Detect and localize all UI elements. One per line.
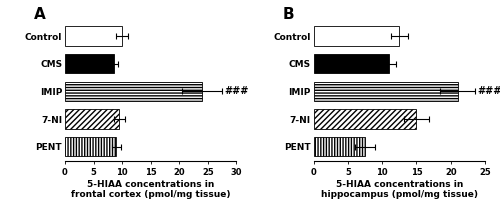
Bar <box>314 54 389 73</box>
Text: B: B <box>282 7 294 22</box>
Bar <box>314 82 458 101</box>
Text: ###: ### <box>224 87 249 96</box>
Bar <box>65 54 114 73</box>
Text: A: A <box>34 7 46 22</box>
Bar <box>314 109 416 129</box>
Bar <box>65 137 116 156</box>
X-axis label: 5-HIAA concentrations in
hippocampus (pmol/mg tissue): 5-HIAA concentrations in hippocampus (pm… <box>321 180 478 199</box>
Bar <box>65 82 202 101</box>
X-axis label: 5-HIAA concentrations in
frontal cortex (pmol/mg tissue): 5-HIAA concentrations in frontal cortex … <box>71 180 231 199</box>
Bar <box>65 27 122 46</box>
Bar <box>314 137 365 156</box>
Text: ###: ### <box>478 87 500 96</box>
Bar <box>65 109 120 129</box>
Bar <box>314 27 400 46</box>
